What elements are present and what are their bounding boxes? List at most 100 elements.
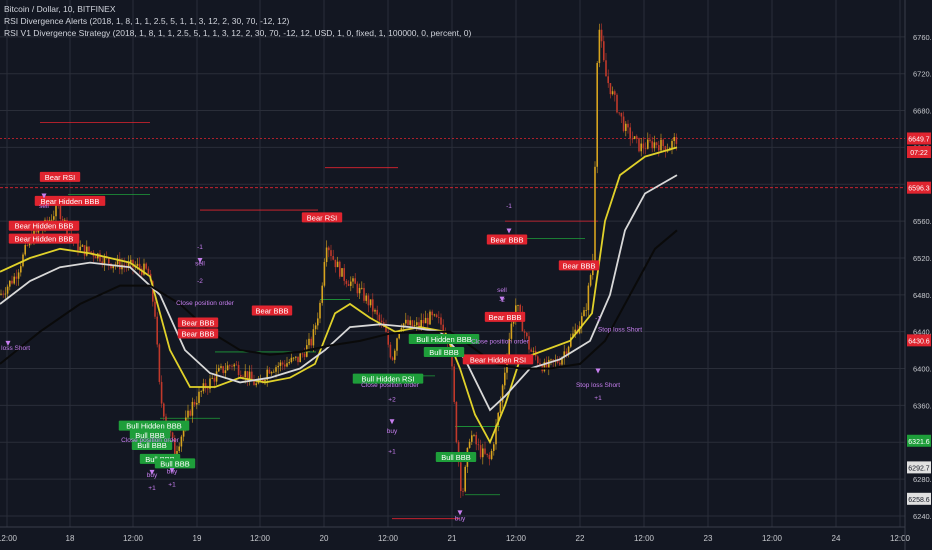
candle-body bbox=[154, 301, 156, 317]
candle-body bbox=[116, 258, 119, 265]
candle-body bbox=[609, 83, 612, 95]
candle-body bbox=[376, 309, 378, 315]
candle-body bbox=[321, 285, 323, 303]
symbol-title[interactable]: Bitcoin / Dollar, 10, BITFINEX bbox=[4, 4, 116, 14]
order-mark-text: sell bbox=[39, 203, 49, 210]
candle-body bbox=[213, 377, 216, 382]
candle-body bbox=[231, 365, 233, 367]
svg-text:Bear Hidden RSI: Bear Hidden RSI bbox=[470, 355, 526, 364]
bear-divergence-label: Bear BBB bbox=[484, 311, 526, 322]
candle-body bbox=[539, 363, 541, 366]
bear-divergence-label: Bear BBB bbox=[177, 317, 219, 328]
candle-body bbox=[510, 323, 513, 339]
candle-body bbox=[409, 320, 411, 325]
candle-body bbox=[138, 263, 141, 269]
candle-body bbox=[317, 318, 319, 326]
candle-body bbox=[160, 381, 163, 404]
candle-body bbox=[325, 247, 328, 263]
candle-body bbox=[508, 338, 510, 359]
candle-body bbox=[0, 293, 2, 295]
svg-text:6596.3: 6596.3 bbox=[908, 186, 930, 193]
order-mark-text: +2 bbox=[388, 397, 396, 404]
y-tick-label: 6720.0 bbox=[913, 70, 932, 79]
candle-body bbox=[189, 410, 191, 416]
order-mark-text: sell bbox=[497, 287, 507, 294]
x-tick-label: 20 bbox=[320, 534, 329, 543]
order-mark-text: +1 bbox=[148, 485, 156, 492]
candle-body bbox=[482, 448, 484, 458]
candle-body bbox=[171, 432, 174, 438]
candle-body bbox=[585, 310, 587, 311]
y-tick-label: 6280.0 bbox=[913, 475, 932, 484]
candle-body bbox=[83, 245, 86, 256]
candle-body bbox=[464, 466, 466, 492]
candle-body bbox=[649, 139, 651, 142]
candle-body bbox=[675, 137, 678, 144]
x-tick-label: 22 bbox=[576, 534, 585, 543]
candle-body bbox=[495, 424, 497, 445]
candle-body bbox=[664, 146, 667, 152]
candle-body bbox=[673, 137, 675, 142]
candle-body bbox=[180, 436, 183, 447]
candle-body bbox=[611, 91, 614, 95]
svg-text:6258.6: 6258.6 bbox=[908, 497, 930, 504]
candle-body bbox=[460, 462, 462, 492]
candle-body bbox=[548, 359, 550, 368]
order-mark-text: Stop loss Short bbox=[598, 327, 642, 334]
candle-body bbox=[2, 293, 4, 295]
svg-text:07:22: 07:22 bbox=[910, 150, 928, 157]
candle-body bbox=[312, 329, 315, 346]
candle-body bbox=[211, 377, 213, 379]
y-tick-label: 6440.0 bbox=[913, 328, 932, 337]
candle-body bbox=[295, 356, 297, 358]
candle-body bbox=[119, 258, 121, 270]
candle-body bbox=[255, 383, 257, 386]
candle-body bbox=[411, 320, 414, 327]
candle-body bbox=[488, 454, 491, 460]
candle-body bbox=[622, 116, 625, 131]
candle-body bbox=[653, 142, 656, 149]
price-badge: 6649.7 bbox=[907, 132, 931, 145]
candle-body bbox=[191, 401, 194, 416]
bear-divergence-label: Bear Hidden BBB bbox=[34, 195, 106, 206]
candle-body bbox=[453, 366, 455, 402]
candle-body bbox=[308, 338, 310, 346]
candle-body bbox=[59, 204, 62, 219]
order-arrow-icon bbox=[41, 193, 47, 199]
candle-body bbox=[385, 327, 387, 332]
candle-body bbox=[581, 316, 583, 327]
y-tick-label: 6400.0 bbox=[913, 365, 932, 374]
candle-body bbox=[17, 272, 20, 279]
indicator-label-alerts[interactable]: RSI Divergence Alerts (2018, 1, 8, 1, 1,… bbox=[4, 16, 290, 26]
x-tick-label: 12:00 bbox=[0, 534, 18, 543]
order-mark-text: Close position order bbox=[176, 300, 235, 307]
candle-body bbox=[343, 268, 345, 281]
candle-body bbox=[4, 293, 7, 295]
indicator-label-strategy[interactable]: RSI V1 Divergence Strategy (2018, 1, 8, … bbox=[4, 28, 472, 38]
candle-body bbox=[81, 245, 84, 247]
candle-body bbox=[519, 305, 521, 312]
candle-body bbox=[152, 281, 154, 302]
candle-body bbox=[400, 328, 403, 331]
moving-average-line-2 bbox=[0, 174, 678, 412]
candle-body bbox=[15, 276, 18, 279]
candle-body bbox=[473, 434, 475, 436]
order-arrow-icon bbox=[595, 368, 601, 374]
bear-divergence-label: Bear BBB bbox=[177, 328, 219, 339]
candle-body bbox=[394, 350, 396, 360]
y-tick-label: 6480.0 bbox=[913, 291, 932, 300]
candle-body bbox=[136, 263, 139, 267]
candle-body bbox=[156, 316, 158, 345]
candle-body bbox=[413, 325, 416, 327]
candle-body bbox=[455, 401, 458, 443]
candle-body bbox=[61, 218, 64, 222]
order-mark-text: Close position order bbox=[361, 382, 420, 389]
svg-text:6321.6: 6321.6 bbox=[908, 439, 930, 446]
candle-body bbox=[537, 356, 539, 364]
candle-body bbox=[187, 410, 189, 418]
candle-body bbox=[101, 261, 103, 265]
candle-body bbox=[127, 262, 130, 267]
svg-text:Bull BBB: Bull BBB bbox=[429, 348, 459, 357]
